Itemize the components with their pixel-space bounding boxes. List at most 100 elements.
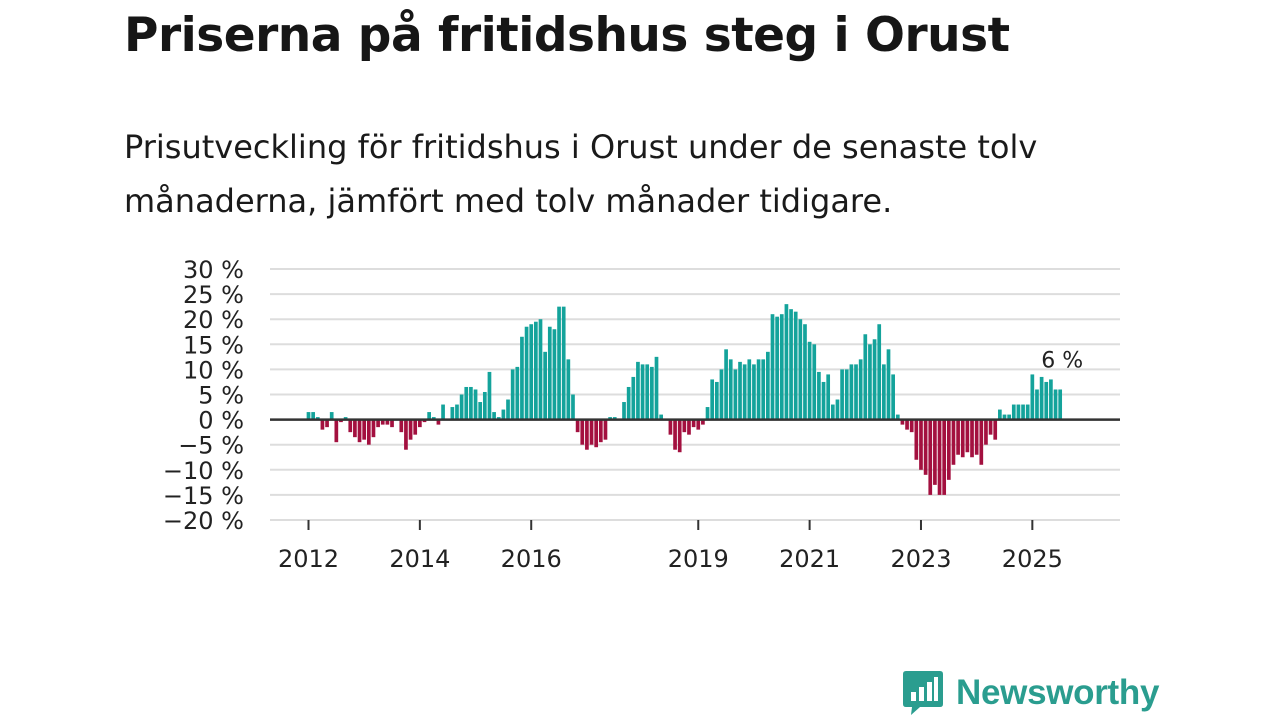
bar [580,419,585,445]
bar [487,371,492,420]
bar [492,412,496,420]
bar [631,376,636,420]
x-tick-label: 2025 [1002,545,1063,573]
bar [984,419,988,445]
bar [905,419,909,430]
bar [882,364,886,420]
chart-subtitle: Prisutveckling för fritidshus i Orust un… [124,128,1038,220]
bar [306,412,311,420]
y-tick-label: −20 % [163,507,244,535]
newsworthy-logo-icon [903,671,943,715]
bar [714,381,719,420]
bar [603,419,608,440]
bar [496,417,501,420]
bar [803,324,807,420]
bar [979,419,984,465]
x-tick-label: 2023 [890,545,951,573]
bar [812,344,817,420]
bar [1039,376,1044,420]
bar [343,417,348,420]
bar [970,419,974,458]
bar [691,419,696,428]
bar [775,316,779,420]
bar [895,414,900,420]
bar [413,419,418,435]
bar [450,407,455,420]
bar [868,344,872,420]
bar [1025,404,1030,420]
x-tick-label: 2019 [668,545,729,573]
y-tick-label: −5 % [178,432,244,460]
y-tick-label: 0 % [198,407,244,435]
bar [919,419,923,470]
bar [385,419,390,425]
bar [770,314,775,420]
bar [1058,389,1063,420]
bar [835,399,840,420]
bar [478,402,483,420]
x-tick-label: 2012 [278,545,339,573]
bar [858,359,863,420]
bar [543,351,547,420]
bar [784,304,789,420]
bar [817,371,821,420]
bar [538,319,543,420]
bar [566,359,571,420]
bar [366,419,371,445]
bar [668,419,673,435]
y-tick-label: 15 % [183,331,244,359]
bar [993,419,998,440]
bar [933,419,937,485]
bar [886,349,891,420]
bar [998,409,1002,420]
y-tick-label: 20 % [183,306,244,334]
bar [854,364,858,420]
bar [408,419,413,440]
bar [325,419,329,428]
bar [469,386,473,420]
bar [520,336,524,420]
bar [585,419,589,450]
y-tick-label: 10 % [183,356,244,384]
bar [1053,389,1058,420]
bar [761,359,766,420]
bar [900,419,905,425]
bar [529,324,534,420]
bar [552,329,557,420]
bar [636,361,640,420]
bar [645,364,650,420]
bar [733,369,738,420]
bar [1021,404,1025,420]
bar [515,366,520,420]
bar [482,391,487,420]
x-tick-label: 2014 [389,545,450,573]
bar [1049,379,1053,420]
bar [357,419,362,443]
bar [807,341,812,420]
bar [380,419,385,425]
bar [937,419,942,495]
chart-title: Priserna på fritidshus steg i Orust [124,8,1010,63]
bar [594,419,599,448]
bar [779,314,784,420]
bar [575,419,580,433]
bar [793,311,798,420]
bar [626,386,631,420]
bar [1030,374,1035,420]
bar [849,364,854,420]
bar [436,419,441,425]
bar [362,419,367,440]
bar [524,326,529,420]
x-axis: 2012 2014 2016 2019 2021 2023 2025 [270,418,1120,573]
bar [677,419,682,453]
bar [960,419,965,458]
gridlines [270,268,1120,521]
bar [687,419,691,435]
bar [612,417,617,420]
bar [673,419,677,450]
bar [742,364,747,420]
bar [561,306,566,420]
bar [571,394,575,420]
bar [710,379,715,420]
y-tick-label: −10 % [163,457,244,485]
